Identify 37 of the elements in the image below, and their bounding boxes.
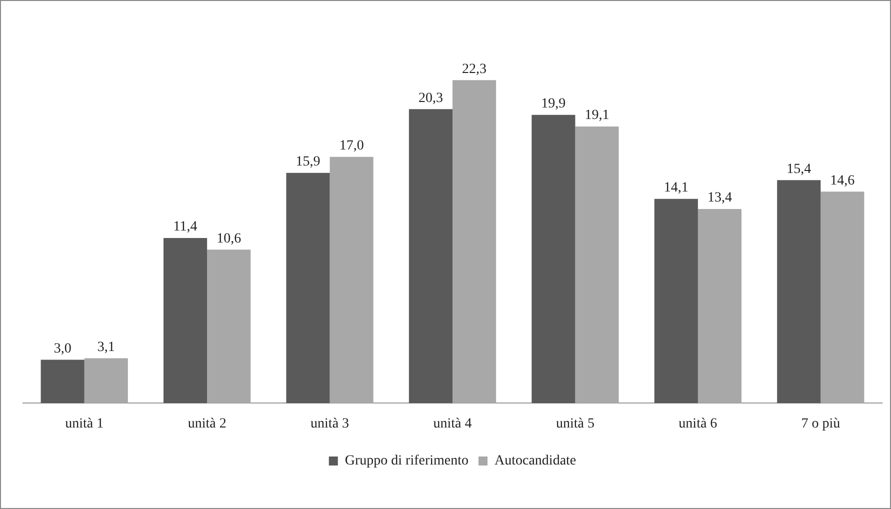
- bar: [40, 360, 84, 404]
- x-tick-label: unità 3: [310, 416, 350, 432]
- data-label: 3,0: [54, 341, 72, 356]
- data-label: 15,4: [786, 162, 812, 177]
- bar: [777, 180, 821, 404]
- bar: [286, 172, 330, 404]
- bar: [164, 238, 208, 404]
- bar: [698, 209, 742, 404]
- x-tick-label: unità 5: [556, 416, 594, 432]
- data-label: 13,4: [707, 190, 732, 206]
- data-label: 20,3: [418, 90, 443, 106]
- data-label: 17,0: [339, 138, 364, 154]
- bar: [84, 358, 128, 404]
- data-label: 14,1: [664, 180, 688, 196]
- bar: [654, 198, 698, 404]
- legend-label: Autocandidate: [494, 454, 576, 469]
- x-tick-label: 7 o più: [801, 416, 840, 432]
- x-tick-label: unità 1: [65, 416, 104, 432]
- data-label: 19,9: [541, 96, 566, 112]
- x-tick-label: unità 4: [433, 416, 472, 432]
- data-label: 11,4: [173, 220, 198, 235]
- data-label: 3,1: [97, 340, 115, 355]
- bar: [207, 250, 251, 404]
- bar: [575, 126, 619, 404]
- data-label: 10,6: [216, 231, 242, 246]
- data-label: 19,1: [584, 108, 610, 124]
- bar: [408, 109, 452, 404]
- x-tick-label: unità 2: [188, 416, 226, 432]
- bar: [452, 80, 496, 404]
- data-label: 22,3: [462, 62, 487, 77]
- legend-label: Gruppo di riferimento: [344, 454, 469, 469]
- data-label: 15,9: [296, 154, 320, 170]
- bar: [330, 156, 374, 404]
- bar: [532, 114, 576, 404]
- x-tick-label: unità 6: [678, 416, 718, 432]
- data-label: 14,6: [830, 173, 855, 188]
- bar: [820, 192, 864, 404]
